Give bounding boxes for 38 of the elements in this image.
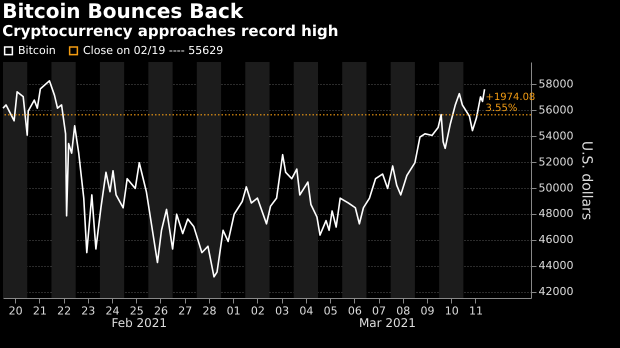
y-tick-label: 46000: [538, 233, 574, 246]
x-tick-label: 02: [250, 304, 265, 318]
chart-subtitle: Cryptocurrency approaches record high: [2, 22, 338, 40]
x-tick-label: 28: [202, 304, 216, 318]
x-tick-label: 01: [226, 304, 241, 318]
x-tick-label: 11: [468, 304, 483, 318]
y-tick-label: 54000: [538, 129, 574, 142]
y-tick-label: 56000: [538, 103, 574, 116]
chart-title: Bitcoin Bounces Back: [2, 0, 244, 23]
x-tick-label: 20: [8, 304, 23, 318]
legend-label: Close on 02/19 ---- 55629: [83, 44, 224, 57]
y-tick-label: 52000: [538, 155, 574, 168]
y-axis-title: U.S. dollars: [578, 140, 594, 220]
x-tick-label: 06: [348, 304, 362, 318]
x-tick-label: 05: [324, 304, 338, 318]
x-tick-label: 08: [396, 304, 410, 318]
x-tick-label: 07: [372, 304, 386, 318]
x-tick-label: 04: [299, 304, 314, 318]
text: Mar 2021: [358, 316, 416, 330]
y-tick-label: 50000: [538, 181, 574, 194]
x-tick-label: 22: [57, 304, 72, 318]
x-tick-label: 21: [32, 304, 47, 318]
x-tick-label: 09: [420, 304, 435, 318]
x-tick-label: 26: [154, 304, 168, 318]
line-series: [2, 80, 486, 278]
annotation: 3.55%: [486, 103, 518, 114]
y-tick-label: 44000: [538, 259, 574, 272]
y-tick-label: 58000: [538, 78, 574, 91]
x-tick-label: 10: [444, 304, 459, 318]
legend-label: Bitcoin: [18, 44, 56, 57]
x-tick-label: 03: [275, 304, 290, 318]
x-tick-label: 24: [106, 304, 120, 318]
text: Feb 2021: [111, 316, 168, 330]
x-tick-label: 25: [130, 304, 144, 318]
y-tick-label: 42000: [538, 285, 574, 298]
y-tick-label: 48000: [538, 207, 574, 220]
x-tick-label: 23: [81, 304, 96, 318]
x-tick-label: 27: [178, 304, 192, 318]
